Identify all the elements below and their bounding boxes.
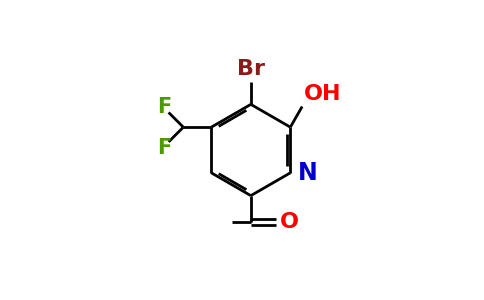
Text: F: F: [157, 138, 171, 158]
Text: OH: OH: [303, 84, 341, 103]
Text: N: N: [298, 161, 318, 185]
Text: O: O: [279, 212, 299, 232]
Text: Br: Br: [237, 59, 265, 79]
Text: F: F: [157, 97, 171, 117]
